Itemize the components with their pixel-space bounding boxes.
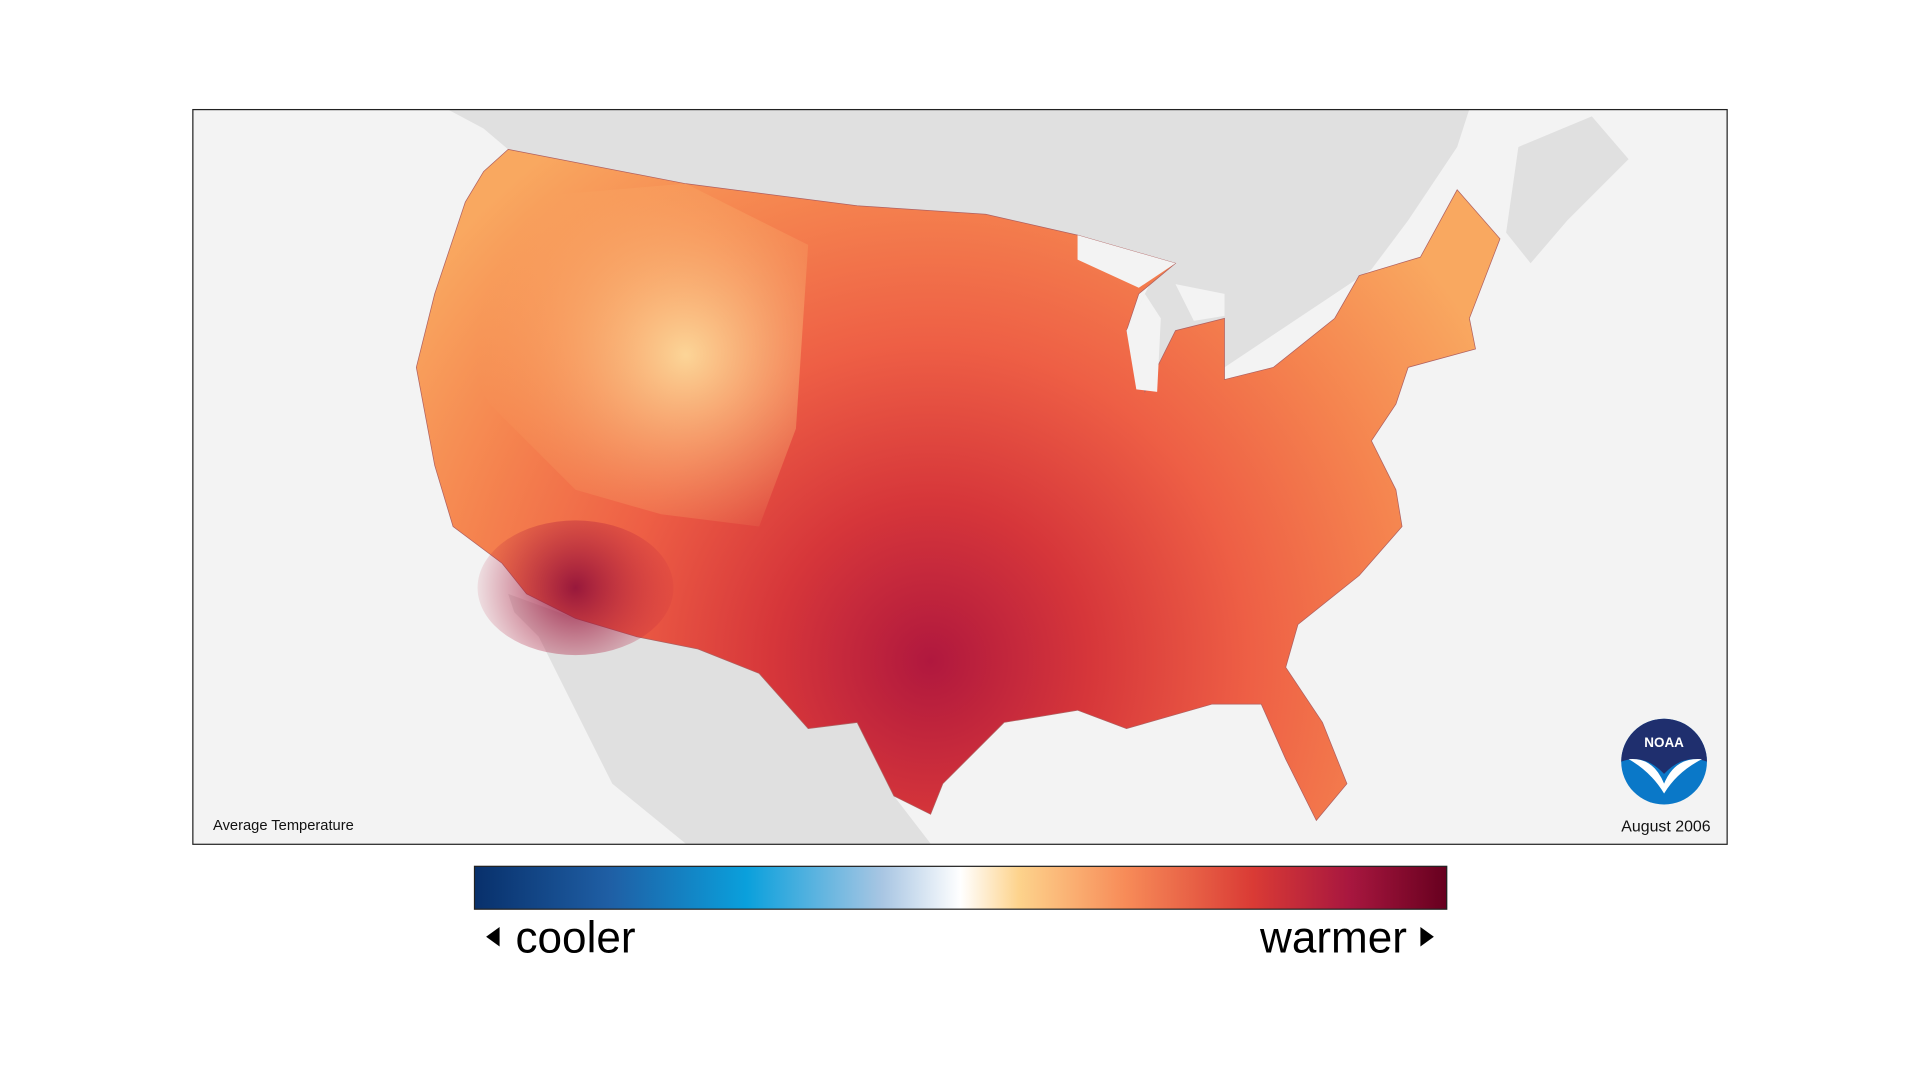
noaa-logo: NOAA: [1621, 718, 1707, 805]
lake-huron: [1175, 284, 1225, 321]
lake-superior: [1077, 235, 1176, 288]
right-arrow: [1420, 926, 1434, 947]
mountain-west: [440, 183, 809, 527]
desert-southwest: [477, 520, 674, 656]
legend-high-label: warmer: [1259, 914, 1407, 963]
logo-text: NOAA: [1644, 735, 1684, 750]
legend-low-label: cooler: [516, 914, 636, 963]
canada-east: [1506, 116, 1629, 264]
map-date: August 2006: [1621, 818, 1710, 835]
colorbar: [473, 865, 1448, 910]
map-area: Average Temperature August 2006 NOAA: [192, 108, 1727, 844]
mexico: [508, 593, 931, 844]
map-label: Average Temperature: [213, 818, 354, 834]
map-frame: [192, 108, 1728, 845]
lake-michigan: [1126, 293, 1161, 392]
left-arrow: [486, 926, 500, 947]
